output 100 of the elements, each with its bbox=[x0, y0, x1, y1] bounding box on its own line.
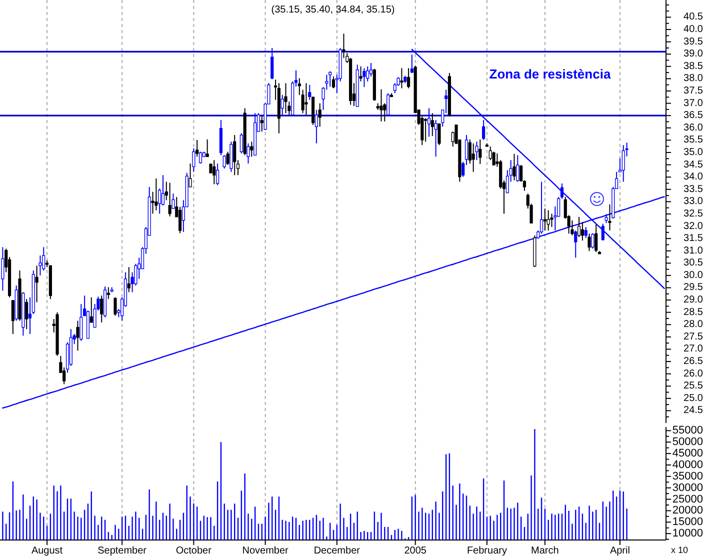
candlestick bbox=[516, 154, 520, 182]
y-tick-label: 31.0 bbox=[684, 245, 704, 256]
candlestick bbox=[100, 295, 104, 323]
candlestick bbox=[280, 94, 284, 116]
y-tick-label: 36.5 bbox=[684, 110, 704, 122]
candlestick bbox=[212, 160, 216, 185]
candlestick bbox=[114, 296, 117, 316]
candlestick bbox=[192, 148, 196, 172]
candlestick bbox=[168, 182, 172, 217]
y-tick-label: 34.5 bbox=[684, 159, 704, 170]
x-tick-label: February bbox=[466, 546, 507, 556]
y-tick-label: 38.0 bbox=[684, 73, 704, 84]
y-tick-label: 30.5 bbox=[684, 258, 704, 269]
candlestick bbox=[222, 154, 226, 169]
candlestick bbox=[588, 233, 591, 252]
y-tick-label: 35.0 bbox=[684, 146, 704, 158]
x-tick-label: 2005 bbox=[404, 546, 427, 556]
x-tick-label: November bbox=[242, 546, 290, 556]
candlestick bbox=[178, 206, 182, 234]
candlestick bbox=[478, 138, 482, 165]
y-tick-label: 34.0 bbox=[684, 172, 704, 183]
candlestick bbox=[434, 120, 438, 158]
candlestick bbox=[216, 163, 220, 186]
candlestick bbox=[226, 151, 230, 166]
candlestick bbox=[260, 114, 264, 132]
candlestick bbox=[233, 134, 236, 176]
x-tick-label: September bbox=[98, 546, 148, 556]
y-tick-label: 15000 bbox=[672, 516, 703, 528]
candlestick bbox=[127, 266, 130, 293]
candlestick bbox=[406, 68, 410, 89]
candlestick bbox=[424, 118, 428, 142]
candlestick bbox=[574, 230, 578, 258]
candlestick bbox=[475, 141, 478, 161]
y-tick-label: 25.5 bbox=[684, 380, 704, 392]
candlestick bbox=[608, 204, 612, 231]
candlestick bbox=[512, 153, 516, 181]
y-tick-label: 33.5 bbox=[684, 184, 704, 195]
y-tick-label: 29.0 bbox=[684, 294, 704, 306]
x-tick-label: August bbox=[31, 546, 63, 556]
candlestick bbox=[106, 286, 110, 300]
candlestick bbox=[308, 84, 312, 100]
candlestick bbox=[482, 120, 486, 140]
x-tick-label: April bbox=[610, 546, 630, 556]
y-tick-label: 32.0 bbox=[684, 220, 704, 232]
chart-title: (35.15, 35.40, 34.84, 35.15) bbox=[271, 4, 395, 16]
y-tick-label: 30.0 bbox=[684, 270, 704, 281]
y-tick-label: 38.5 bbox=[684, 60, 704, 72]
y-tick-label: 39.5 bbox=[684, 36, 704, 48]
candlestick bbox=[342, 33, 346, 59]
y-tick-label: 31.5 bbox=[684, 233, 704, 244]
candlestick bbox=[359, 66, 362, 82]
candlestick bbox=[543, 208, 546, 231]
candlestick bbox=[240, 132, 243, 154]
x-tick-label: October bbox=[176, 546, 212, 556]
text: x 10 bbox=[671, 545, 688, 555]
candlestick bbox=[206, 138, 209, 158]
candlestick bbox=[90, 296, 93, 323]
candlestick bbox=[594, 224, 598, 253]
y-tick-label: 37.5 bbox=[684, 85, 704, 96]
candlestick bbox=[35, 265, 38, 303]
y-tick-label: 27.0 bbox=[684, 344, 704, 355]
candlestick bbox=[362, 68, 366, 88]
y-tick-label: 40.0 bbox=[684, 24, 704, 36]
y-tick-label: 32.5 bbox=[684, 208, 704, 220]
candlestick bbox=[591, 232, 594, 250]
candlestick bbox=[438, 122, 441, 146]
candlestick bbox=[304, 82, 308, 116]
x-tick-label: March bbox=[531, 546, 559, 556]
y-tick-label: 20000 bbox=[672, 504, 703, 517]
candlestick bbox=[550, 213, 554, 228]
candlestick bbox=[332, 76, 336, 89]
candlestick bbox=[577, 216, 581, 238]
candlestick bbox=[284, 82, 288, 114]
y-tick-label: 26.5 bbox=[684, 356, 704, 368]
y-tick-label: 35.5 bbox=[684, 134, 704, 146]
y-tick-label: 25000 bbox=[672, 493, 703, 506]
y-tick-label: 24.5 bbox=[684, 405, 704, 416]
y-tick-label: 25.0 bbox=[684, 392, 704, 404]
y-tick-label: 28.5 bbox=[684, 306, 704, 318]
y-tick-label: 40000 bbox=[672, 458, 703, 471]
y-tick-label: 39.0 bbox=[684, 48, 704, 60]
y-tick-label: 37.0 bbox=[684, 98, 704, 109]
candlestick bbox=[410, 54, 414, 74]
y-tick-label: 35000 bbox=[672, 470, 703, 482]
y-tick-label: 28.0 bbox=[684, 319, 704, 330]
candlestick bbox=[154, 178, 158, 211]
y-tick-label: 33.0 bbox=[684, 196, 704, 208]
candlestick bbox=[76, 320, 80, 352]
candlestick bbox=[386, 92, 390, 116]
y-tick-label: 10000 bbox=[672, 528, 703, 540]
y-tick-label: 26.0 bbox=[684, 368, 704, 380]
candlestick bbox=[622, 144, 625, 182]
candlestick bbox=[472, 142, 475, 172]
candlestick bbox=[314, 109, 318, 144]
candlestick bbox=[196, 139, 199, 158]
candlestick bbox=[80, 303, 83, 342]
candlestick bbox=[172, 193, 175, 210]
candlestick bbox=[328, 70, 332, 88]
x-tick-label: December bbox=[314, 546, 361, 556]
y-tick-label: 29.5 bbox=[684, 282, 704, 294]
